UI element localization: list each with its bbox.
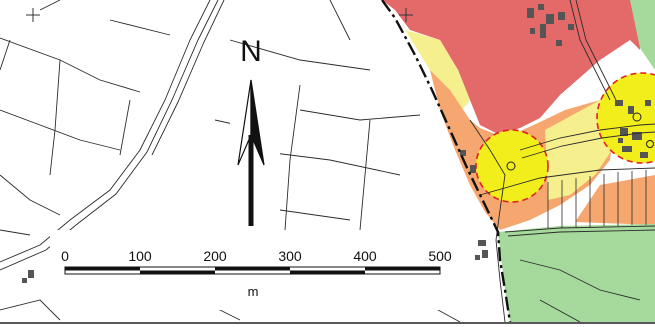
cross-marker-icon [26, 8, 40, 22]
scale-tick-100: 100 [128, 248, 152, 264]
north-label: N [240, 35, 262, 68]
buffer-circle-right [596, 72, 655, 164]
scale-tick-0: 0 [61, 248, 69, 264]
site-point-right-2 [646, 140, 654, 148]
site-point-left [506, 161, 516, 171]
zone-green-top [630, 0, 655, 70]
zone-orange-2 [575, 175, 655, 225]
zone-green [498, 224, 655, 322]
boundary-dashdot-line [381, 0, 512, 322]
site-point-right [632, 112, 642, 122]
cross-marker-icon [399, 8, 413, 22]
scale-tick-500: 500 [428, 248, 452, 264]
scale-tick-300: 300 [278, 248, 302, 264]
north-arrow-icon: N [237, 35, 265, 226]
zone-yellow-light [405, 30, 470, 110]
scale-unit: m [248, 284, 259, 299]
scale-bar: 0 100 200 300 400 500 m [61, 248, 452, 299]
scale-tick-200: 200 [203, 248, 227, 264]
scale-tick-400: 400 [353, 248, 377, 264]
buildings [22, 4, 651, 283]
zone-red [382, 0, 640, 135]
buffer-circle-left [475, 129, 549, 203]
hatched-strip [547, 170, 647, 228]
